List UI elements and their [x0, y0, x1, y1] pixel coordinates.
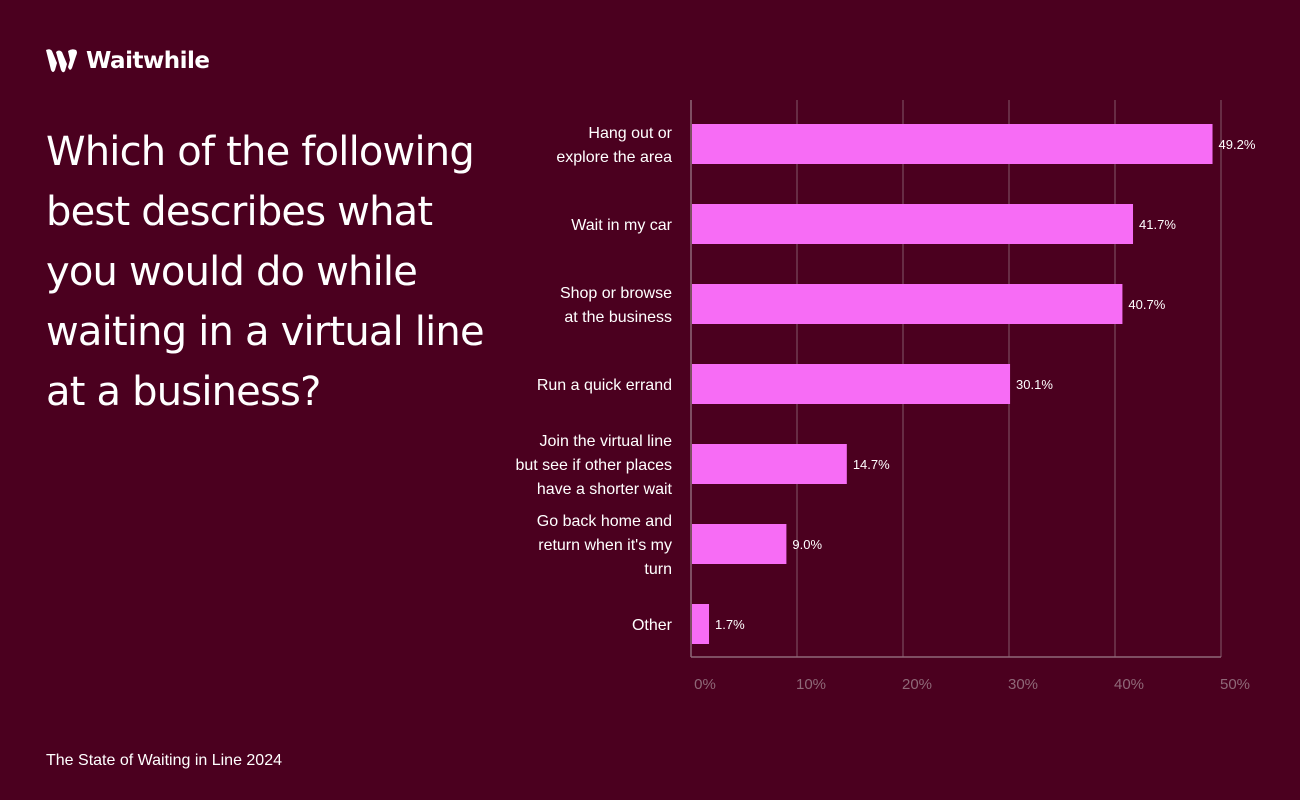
category-label: turn: [644, 561, 672, 578]
x-tick-label: 30%: [1008, 676, 1038, 693]
waitwhile-logo-icon: [46, 49, 77, 73]
x-tick-label: 40%: [1114, 676, 1144, 693]
data-label: 30.1%: [1016, 377, 1053, 392]
data-label: 1.7%: [715, 617, 745, 632]
data-label: 9.0%: [792, 537, 822, 552]
bar: [692, 524, 787, 564]
category-label: have a shorter wait: [537, 481, 673, 498]
brand-name: Waitwhile: [86, 48, 210, 74]
category-label: explore the area: [556, 149, 672, 166]
x-tick-label: 50%: [1220, 676, 1250, 693]
data-label: 40.7%: [1128, 297, 1165, 312]
bar: [692, 364, 1011, 404]
category-label: Other: [632, 617, 673, 634]
bar: [692, 284, 1123, 324]
bar: [692, 204, 1134, 244]
data-label: 41.7%: [1139, 217, 1176, 232]
category-label: at the business: [564, 309, 672, 326]
category-label: return when it's my: [538, 537, 672, 554]
bar: [692, 604, 710, 644]
chart-question-title: Which of the following best describes wh…: [46, 129, 485, 415]
category-label: but see if other places: [515, 457, 672, 474]
x-tick-label: 0%: [694, 676, 716, 693]
data-label: 14.7%: [853, 457, 890, 472]
category-label: Shop or browse: [560, 285, 672, 302]
category-label: Go back home and: [537, 513, 672, 530]
data-label: 49.2%: [1219, 137, 1256, 152]
category-label: Wait in my car: [571, 217, 672, 234]
bar: [692, 124, 1213, 164]
x-tick-label: 10%: [796, 676, 826, 693]
brand: Waitwhile: [46, 48, 210, 74]
category-label: Hang out or: [588, 125, 672, 142]
category-label: Join the virtual line: [539, 433, 672, 450]
footer-source: The State of Waiting in Line 2024: [46, 752, 282, 769]
category-label: Run a quick errand: [537, 377, 672, 394]
bar: [692, 444, 847, 484]
x-tick-label: 20%: [902, 676, 932, 693]
